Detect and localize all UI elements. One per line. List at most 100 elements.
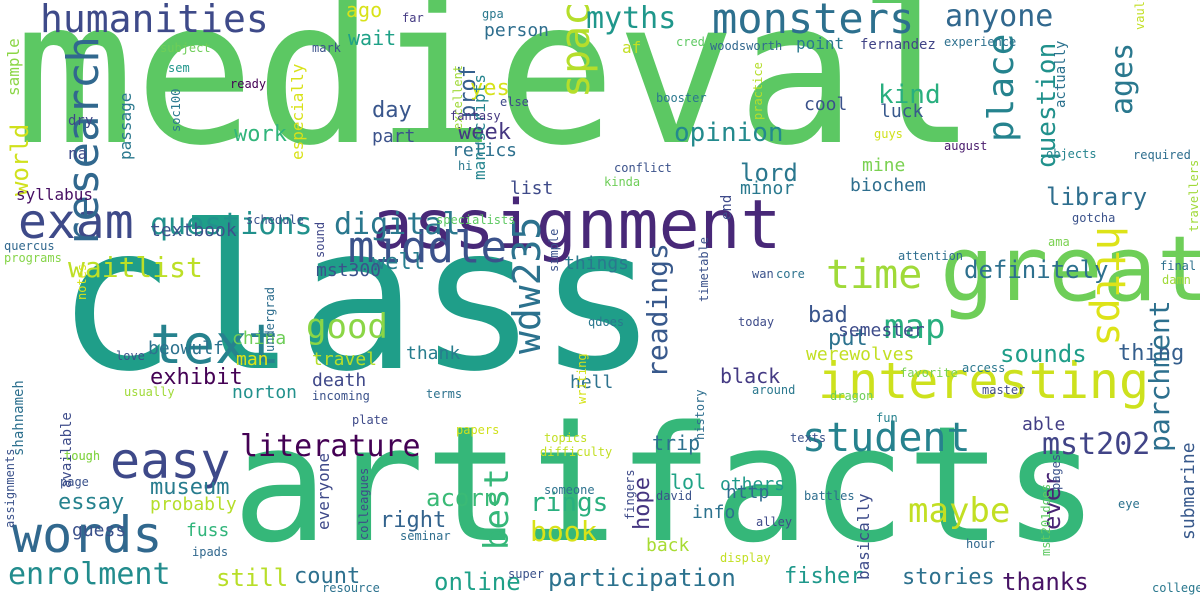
word-assignment: assignment <box>372 186 782 265</box>
word-manuscripts: manuscripts <box>470 74 489 180</box>
word-plate: plate <box>352 413 389 427</box>
word-syllabus: syllabus <box>16 185 94 204</box>
word-papers: papers <box>456 423 500 437</box>
word-great: great <box>940 217 1200 322</box>
word-map: map <box>884 307 946 347</box>
word-ama: ama <box>1048 235 1070 249</box>
word-literature: literature <box>240 429 421 464</box>
word-thing: thing <box>1118 341 1185 366</box>
word-definitely: definitely <box>964 256 1109 284</box>
word-battles: battles <box>804 489 855 503</box>
word-eye: eye <box>1118 497 1140 511</box>
word-guess: guess <box>72 520 127 541</box>
word-sample: sample <box>4 38 23 96</box>
word-thank: thank <box>406 343 461 364</box>
word-mine: mine <box>862 155 906 176</box>
word-luck: luck <box>880 101 924 122</box>
word-china: china <box>232 328 287 349</box>
word-myths: myths <box>586 1 677 36</box>
word-dragon: dragon <box>830 389 874 403</box>
word-display: display <box>720 551 771 565</box>
word-attention: attention <box>898 249 964 263</box>
word-trip: trip <box>652 431 701 455</box>
word-put: put <box>828 326 868 351</box>
word-practice: practice <box>751 62 765 120</box>
word-schedule: schedule <box>246 213 304 227</box>
word-credit: credit <box>676 35 720 49</box>
word-resource: resource <box>322 581 380 595</box>
word-exam: exam <box>18 194 134 250</box>
word-final: final <box>1160 259 1197 273</box>
word-still: still <box>216 564 289 592</box>
word-part: part <box>372 126 416 147</box>
word-thanks: thanks <box>1002 568 1089 596</box>
word-submarine: submarine <box>1178 442 1199 540</box>
word-text: text <box>150 313 281 376</box>
word-specialists: specialists <box>436 213 516 227</box>
word-hell: hell <box>570 372 614 393</box>
word-experience: experience <box>944 35 1017 49</box>
word-online: online <box>434 568 521 596</box>
word-work: work <box>234 122 287 147</box>
word-gotcha: gotcha <box>1072 211 1116 225</box>
word-research: research <box>58 36 109 248</box>
word-person: person <box>484 20 550 41</box>
word-travellers: travellers <box>1187 159 1200 232</box>
word-digital: digital <box>334 207 461 242</box>
word-objects: objects <box>1046 147 1097 161</box>
word-programs: programs <box>4 251 62 265</box>
word-right: right <box>380 508 447 533</box>
word-undergrad: undergrad <box>263 286 277 352</box>
word-actually: actually <box>1053 40 1069 108</box>
word-sounds: sounds <box>1000 340 1087 368</box>
word-back: back <box>646 535 690 556</box>
word-hour: hour <box>966 537 995 551</box>
word-info: info <box>692 502 736 523</box>
word-subject: subject <box>160 41 211 55</box>
word-topics: topics <box>544 431 588 445</box>
word-shahnameh: shahnameh <box>11 380 27 456</box>
word-guys: guys <box>874 127 903 141</box>
word-textbook: textbook <box>150 220 237 241</box>
word-place: place <box>981 33 1022 142</box>
word-fuss: fuss <box>186 520 230 541</box>
word-master: master <box>982 383 1026 397</box>
word-ready: ready <box>230 77 267 91</box>
word-alley: alley <box>756 515 793 529</box>
word-student: student <box>802 415 971 461</box>
word-fisher: fisher <box>784 564 864 589</box>
word-lord: lord <box>740 159 798 187</box>
word-hi: hi <box>458 159 473 173</box>
word-day: day <box>372 98 412 123</box>
word-page: page <box>60 475 89 489</box>
word-medieval: medieval <box>14 0 978 190</box>
word-writing: writing <box>575 353 589 404</box>
word-ipads: ipads <box>192 545 229 559</box>
word-difficulty: difficulty <box>540 445 613 459</box>
word-relics: relics <box>452 140 518 161</box>
word-interesting: interesting <box>818 352 1150 410</box>
word-woodsworth: woodsworth <box>710 39 783 53</box>
word-wait: wait <box>348 26 397 50</box>
word-cool: cool <box>804 94 848 115</box>
word-mst201does: mst201does <box>1039 483 1053 556</box>
word-incoming: incoming <box>312 389 370 403</box>
word-someone: someone <box>544 483 595 497</box>
word-semester: semester <box>838 320 925 341</box>
word-college: college <box>1152 581 1200 595</box>
word-far: far <box>402 11 424 25</box>
word-essay: essay <box>58 490 125 515</box>
word-count: count <box>294 564 361 589</box>
word-texts: texts <box>790 431 827 445</box>
word-black: black <box>720 364 781 388</box>
word-gpa: gpa <box>482 7 504 21</box>
word-acorn: acorn <box>426 484 499 512</box>
word-around: around <box>752 383 796 397</box>
word-probably: probably <box>150 494 237 515</box>
word-simple: simple <box>547 228 561 272</box>
word-humanities: humanities <box>40 0 269 41</box>
word-http: http <box>726 482 770 503</box>
word-werewolves: werewolves <box>806 344 915 365</box>
word-participation: participation <box>548 564 736 592</box>
